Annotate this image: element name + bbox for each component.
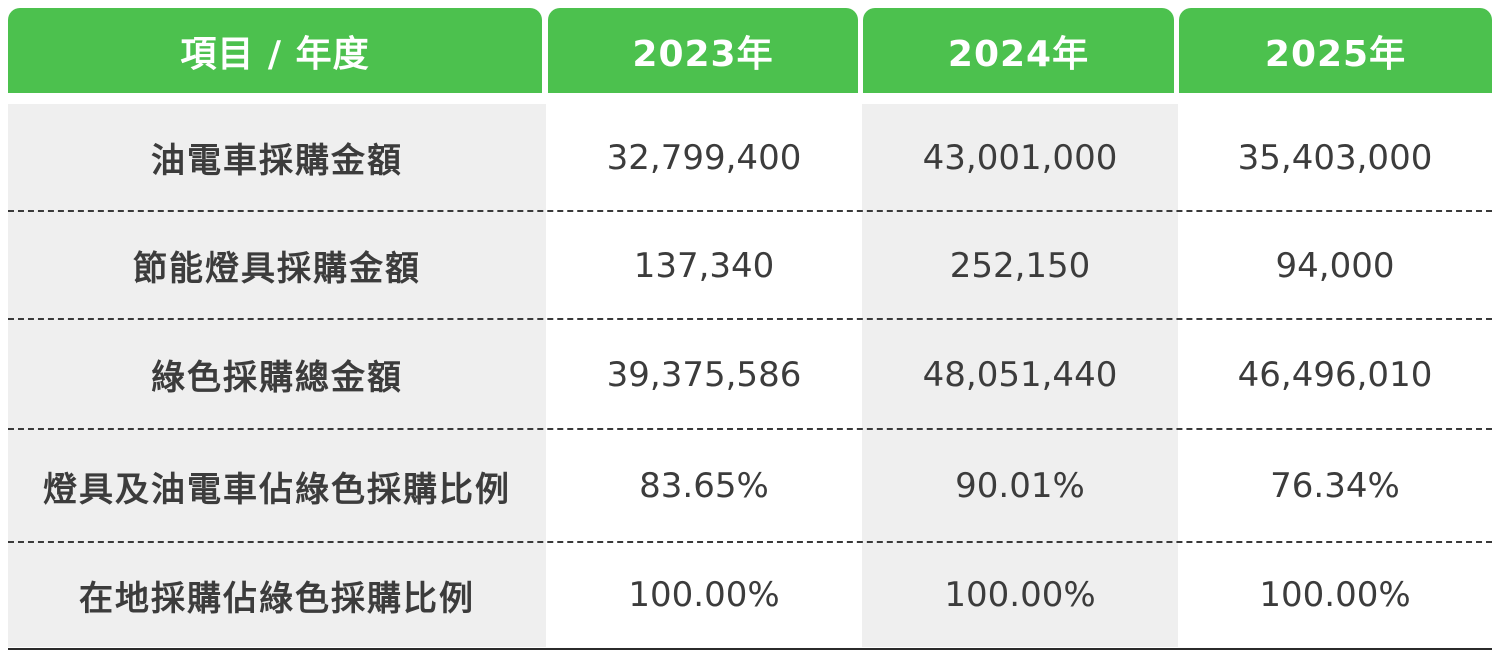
cell-2025: 100.00%: [1259, 575, 1411, 615]
cell-2023: 32,799,400: [606, 137, 802, 178]
label-column-background: [8, 104, 546, 647]
table-row: 燈具及油電車佔綠色採購比例 83.65% 90.01% 76.34%: [8, 430, 1492, 542]
table-body: 油電車採購金額 32,799,400 43,001,000 35,403,000…: [8, 104, 1492, 647]
row-divider: [8, 318, 1492, 320]
column-2024-background: [862, 104, 1178, 647]
cell-2025: 35,403,000: [1237, 137, 1433, 178]
row-label: 在地採購佔綠色採購比例: [79, 578, 475, 619]
row-label: 油電車採購金額: [151, 141, 403, 181]
cell-2023: 137,340: [633, 245, 775, 286]
header-cell-2024: 2024年: [863, 8, 1174, 93]
row-label: 節能燈具採購金額: [133, 249, 421, 289]
table-row: 在地採購佔綠色採購比例 100.00% 100.00% 100.00%: [8, 543, 1492, 647]
cell-2024: 48,051,440: [922, 354, 1118, 395]
table-row: 油電車採購金額 32,799,400 43,001,000 35,403,000: [8, 104, 1492, 211]
row-divider: [8, 428, 1492, 430]
cell-2024: 252,150: [949, 245, 1091, 286]
cell-2024: 43,001,000: [922, 137, 1118, 178]
header-cell-2025: 2025年: [1179, 8, 1492, 93]
row-label: 燈具及油電車佔綠色採購比例: [43, 469, 511, 510]
table-row: 節能燈具採購金額 137,340 252,150 94,000: [8, 212, 1492, 319]
cell-2025: 46,496,010: [1237, 354, 1433, 395]
cell-2024: 100.00%: [944, 575, 1096, 615]
cell-2025: 94,000: [1275, 245, 1395, 286]
header-cell-2023: 2023年: [548, 8, 858, 93]
cell-2025: 76.34%: [1270, 466, 1400, 506]
row-divider: [8, 210, 1492, 212]
cell-2024: 90.01%: [955, 466, 1085, 506]
row-divider: [8, 541, 1492, 543]
table-header: 項目 / 年度 2023年 2024年 2025年: [8, 8, 1492, 93]
cell-2023: 100.00%: [628, 575, 780, 615]
cell-2023: 39,375,586: [606, 354, 802, 395]
row-label: 綠色採購總金額: [151, 358, 403, 398]
table-row: 綠色採購總金額 39,375,586 48,051,440 46,496,010: [8, 320, 1492, 429]
cell-2023: 83.65%: [639, 466, 769, 506]
header-cell-item-year: 項目 / 年度: [8, 8, 542, 93]
table-bottom-border: [8, 648, 1492, 650]
